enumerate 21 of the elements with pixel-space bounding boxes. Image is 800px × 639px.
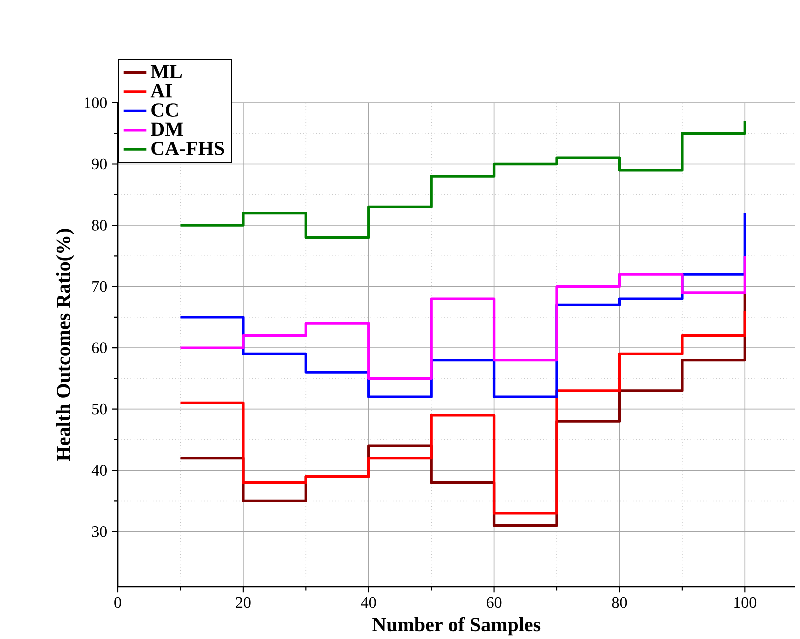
y-tick-label: 60 — [92, 342, 107, 354]
y-tick-label: 50 — [92, 404, 107, 415]
legend-label: DM — [150, 122, 184, 136]
y-tick-label: 40 — [92, 465, 107, 476]
x-tick-label: 40 — [361, 597, 376, 608]
x-tick-label: 0 — [114, 597, 122, 608]
legend-label: ML — [150, 65, 182, 78]
y-tick-label: 90 — [92, 158, 107, 170]
x-tick-label: 20 — [236, 597, 251, 608]
x-tick-label: 60 — [486, 597, 502, 608]
y-axis-title: Health Outcomes Ratio(%) — [56, 229, 74, 462]
legend-label: CC — [152, 104, 178, 118]
y-tick-label: 100 — [85, 98, 107, 108]
y-tick-label: 70 — [92, 281, 107, 292]
x-tick-label: 80 — [612, 597, 628, 608]
y-tick-label: 30 — [92, 526, 107, 538]
legend-label: AI — [150, 84, 172, 98]
x-axis-title: Number of Samples — [372, 617, 541, 636]
y-tick-label: 80 — [92, 220, 107, 231]
legend-label: CA-FHS — [152, 142, 224, 156]
x-tick-label: 100 — [734, 597, 757, 608]
